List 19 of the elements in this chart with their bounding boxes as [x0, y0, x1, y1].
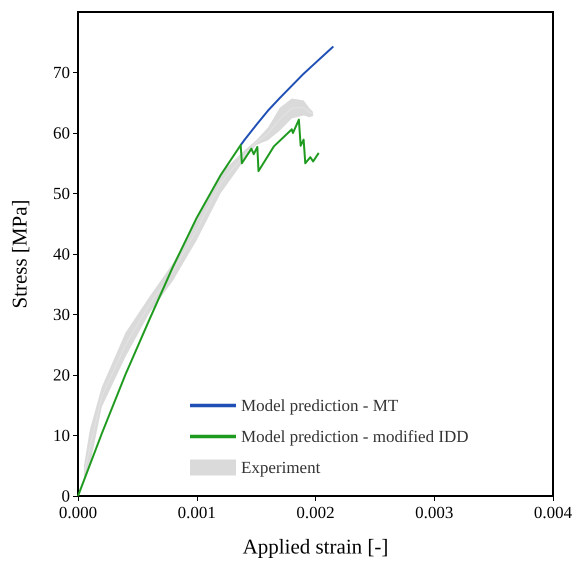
y-tick-label: 0 — [62, 486, 70, 506]
y-tick-label: 60 — [53, 124, 70, 142]
line-series — [240, 45, 334, 146]
x-tick-label: 0.003 — [415, 503, 454, 522]
y-tick-label: 10 — [53, 426, 70, 445]
legend-label: Model prediction - modified IDD — [241, 427, 469, 446]
x-tick-label: 0.004 — [534, 503, 573, 522]
x-tick-label: 0.002 — [296, 503, 335, 522]
legend-label: Model prediction - MT — [241, 396, 399, 415]
y-tick-label: 30 — [53, 305, 70, 324]
y-tick-label: 70 — [53, 63, 70, 82]
y-tick-label: 50 — [53, 184, 70, 203]
y-tick-label: 40 — [53, 244, 70, 264]
x-tick-label: 0.000 — [58, 503, 98, 522]
y-tick-label: 20 — [53, 366, 70, 384]
legend-label: Experiment — [241, 458, 321, 477]
x-axis-title: Applied strain [-] — [242, 534, 388, 558]
x-tick-label: 0.001 — [178, 503, 216, 522]
y-axis-title: Stress [MPa] — [8, 199, 32, 309]
